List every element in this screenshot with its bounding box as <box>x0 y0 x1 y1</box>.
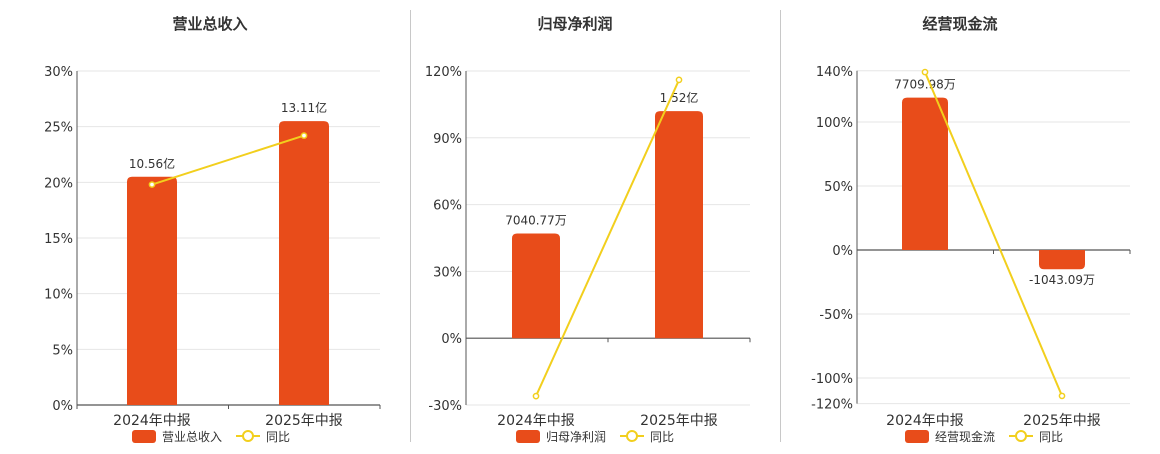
legend-line-marker <box>626 430 638 442</box>
y-tick-label: 15% <box>44 232 73 247</box>
yoy-point <box>300 132 308 139</box>
panel-divider <box>780 10 781 442</box>
y-tick-label: 60% <box>433 199 462 214</box>
yoy-point <box>532 392 540 400</box>
bar-2 <box>1039 250 1085 270</box>
chart-title: 归母净利润 <box>537 15 612 33</box>
bar-2 <box>655 111 703 339</box>
y-tick-label: -100% <box>811 372 853 387</box>
yoy-line <box>151 134 305 186</box>
net-profit-chart-panel: 归母净利润 -30% 0% 30% 60% 90% 120% 7040.77万 1.52亿 202… <box>410 0 780 450</box>
yoy-point <box>675 76 683 84</box>
legend-bar-label: 归母净利润 <box>546 430 606 444</box>
y-tick-label: -50% <box>819 308 853 323</box>
bar-data-label: 7040.77万 <box>505 214 567 228</box>
legend-line-marker <box>242 430 254 442</box>
legend-bar-label: 营业总收入 <box>162 430 222 444</box>
y-tick-label: 50% <box>824 180 853 195</box>
revenue-chart: 营业总收入 0% 5% 10% 15% 20% 25% 30% 10.56亿 13.11亿 2024… <box>44 15 381 444</box>
y-tick-label: 120% <box>425 65 462 80</box>
y-tick-label: 30% <box>433 265 462 280</box>
legend-bar-swatch <box>905 430 929 443</box>
net-profit-chart: 归母净利润 -30% 0% 30% 60% 90% 120% 7040.77万 1.52亿 202… <box>425 15 751 444</box>
y-tick-label: 0% <box>441 332 462 347</box>
bar-data-label: 13.11亿 <box>281 100 327 115</box>
legend-bar-swatch <box>516 430 540 443</box>
legend-line-label: 同比 <box>650 430 674 444</box>
y-tick-label: 20% <box>44 176 73 191</box>
yoy-point <box>148 181 156 188</box>
yoy-point <box>921 68 929 76</box>
yoy-point <box>1058 392 1066 400</box>
x-tick-label: 2025年中报 <box>1023 413 1101 429</box>
y-tick-label: 100% <box>816 116 853 131</box>
x-tick-label: 2025年中报 <box>640 413 718 429</box>
cash-flow-chart: 经营现金流 -120% -100% -50% 0% 50% 100% 140% 7709.98万… <box>811 15 1131 444</box>
bar-1 <box>127 176 177 405</box>
panel-divider <box>410 10 411 442</box>
revenue-chart-panel: 营业总收入 0% 5% 10% 15% 20% 25% 30% 10.56亿 13.11亿 2024… <box>0 0 410 450</box>
x-tick-label: 2024年中报 <box>497 413 575 429</box>
yoy-line <box>535 79 680 397</box>
bar-data-label: 1.52亿 <box>660 90 699 105</box>
bar-2 <box>279 121 329 405</box>
legend-line-marker <box>1015 430 1027 442</box>
legend-bar-label: 经营现金流 <box>935 429 995 444</box>
x-tick-label: 2025年中报 <box>265 413 343 429</box>
y-tick-label: 90% <box>433 132 462 147</box>
y-tick-label: 0% <box>832 244 853 259</box>
yoy-line <box>924 71 1063 397</box>
bar-data-label: 10.56亿 <box>129 156 175 171</box>
y-tick-label: 30% <box>44 65 73 80</box>
y-tick-label: 5% <box>52 343 73 358</box>
y-tick-label: 0% <box>52 399 73 414</box>
y-tick-label: 140% <box>816 65 853 80</box>
x-tick-label: 2024年中报 <box>113 413 191 429</box>
chart-title: 营业总收入 <box>172 15 247 33</box>
legend-line-label: 同比 <box>266 430 290 444</box>
y-tick-label: -120% <box>811 398 853 413</box>
bar-1 <box>902 97 948 251</box>
bar-1 <box>512 233 560 339</box>
y-tick-label: 25% <box>44 121 73 136</box>
y-tick-label: 10% <box>44 288 73 303</box>
legend-line-label: 同比 <box>1039 430 1063 444</box>
x-tick-label: 2024年中报 <box>886 413 964 429</box>
legend-bar-swatch <box>132 430 156 443</box>
cash-flow-chart-panel: 经营现金流 -120% -100% -50% 0% 50% 100% 140% 7709.98万… <box>780 0 1160 450</box>
y-tick-label: -30% <box>428 399 462 414</box>
bar-data-label: 7709.98万 <box>894 78 956 92</box>
chart-title: 经营现金流 <box>922 15 997 33</box>
bar-data-label: -1043.09万 <box>1029 273 1095 287</box>
